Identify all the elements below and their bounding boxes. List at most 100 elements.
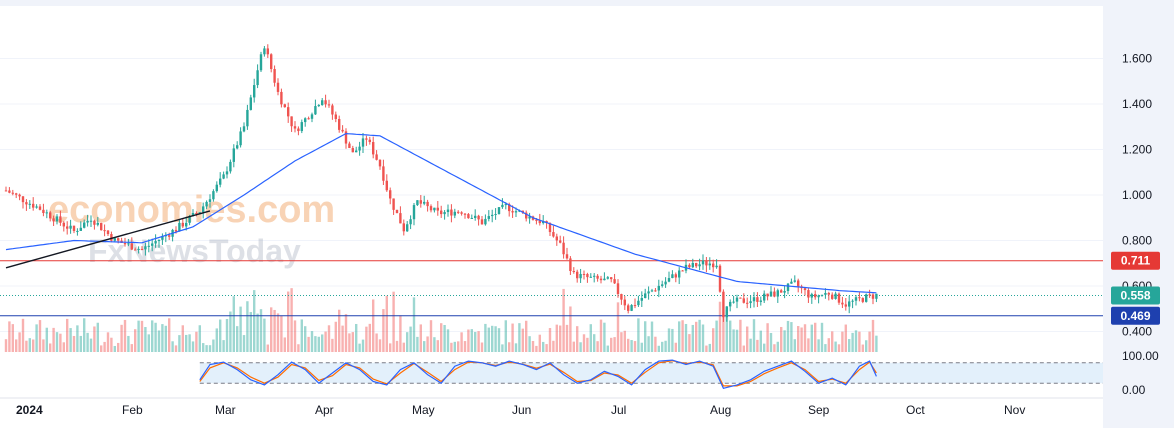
volume-bar (463, 341, 467, 352)
candle-body (749, 301, 752, 304)
candle-body (528, 216, 531, 219)
candle-body (644, 293, 647, 299)
volume-bar (780, 326, 783, 352)
oscillator-band (199, 362, 1104, 384)
candle-body (701, 260, 705, 265)
volume-bar (21, 318, 25, 352)
time-tick-label: Nov (1004, 403, 1025, 417)
candle-body (361, 138, 365, 147)
volume-bar (538, 334, 541, 352)
candle-body (446, 209, 450, 213)
candle-body (246, 109, 249, 127)
time-tick-label: Sep (808, 403, 830, 417)
candle-body (331, 105, 334, 115)
price-tick-label: 1.000 (1122, 188, 1152, 202)
volume-bar (440, 323, 443, 352)
candle-body (463, 213, 467, 215)
candle-body (416, 200, 419, 206)
candle-body (55, 216, 59, 222)
trendline[interactable] (5, 210, 211, 269)
candle-body (810, 294, 813, 298)
volume-bar (76, 325, 79, 352)
volume-bar (837, 344, 841, 352)
volume-bar (103, 341, 106, 352)
volume-bar (701, 324, 705, 352)
candle-body (423, 201, 426, 204)
volume-bar (844, 324, 847, 352)
candle-body (256, 70, 259, 86)
candle-body (154, 241, 157, 244)
candle-body (25, 202, 28, 205)
candle-body (786, 283, 790, 291)
volume-bar (569, 306, 572, 352)
candle-body (695, 262, 698, 267)
volume-bar (110, 337, 113, 352)
volume-bar (732, 329, 735, 352)
candle-body (603, 278, 606, 281)
volume-bar (62, 342, 65, 352)
price-axis[interactable]: 1.6001.4001.2001.0000.8000.6000.400100.0… (1122, 52, 1159, 398)
volume-bar (266, 344, 269, 352)
candle-body (542, 221, 545, 224)
time-axis[interactable]: 2024 Feb Mar Apr May Jun Jul Aug Sep Oct Nov (16, 403, 1025, 417)
volume-bar (276, 313, 280, 352)
volume-bar (769, 332, 773, 352)
volume-bar (712, 328, 715, 352)
volume-bar (606, 345, 609, 352)
candle-body (742, 298, 745, 303)
candle-body (725, 306, 728, 318)
volume-bar (144, 327, 147, 352)
volume-bar (236, 326, 239, 352)
candle-body (562, 242, 565, 255)
volume-bar (678, 321, 681, 352)
candle-body (205, 201, 208, 207)
volume-bar (93, 326, 96, 352)
resistance-badge-label: 0.711 (1121, 254, 1151, 268)
volume-bar (613, 337, 616, 352)
volume-bar (810, 324, 813, 352)
candle-body (681, 270, 684, 272)
volume-bar (96, 322, 99, 352)
volume-bar (831, 331, 834, 352)
volume-bar (426, 336, 429, 352)
volume-bar (548, 328, 552, 352)
volume-bar (348, 333, 351, 352)
candle-body (106, 230, 110, 235)
candle-body (157, 239, 161, 242)
candle-body (137, 248, 140, 250)
volume-bar (113, 345, 116, 352)
volume-bar (259, 309, 263, 352)
volume-bar (586, 337, 589, 352)
volume-bar (212, 339, 215, 352)
volume-bar (742, 345, 745, 352)
volume-bar (661, 341, 664, 352)
volume-bar (674, 342, 677, 352)
candle-body (297, 128, 300, 132)
volume-bar (178, 335, 181, 352)
candle-body (565, 254, 569, 259)
price-scale-background (1103, 0, 1174, 428)
trendline-segment (5, 210, 211, 269)
candle-body (647, 291, 650, 294)
volume-bar (824, 344, 827, 352)
volume-bar (610, 337, 613, 352)
support-badge-label: 0.469 (1120, 309, 1150, 323)
candle-body (569, 258, 572, 272)
volume-bar (164, 325, 167, 352)
candle-body (623, 299, 626, 306)
volume-bar (69, 328, 72, 352)
volume-bar (562, 288, 565, 352)
volume-bar (875, 335, 878, 352)
price-tick-label: 1.200 (1122, 143, 1152, 157)
price-tick-label: 1.600 (1122, 52, 1152, 66)
volume-bar (55, 332, 59, 352)
candle-body (69, 225, 72, 229)
volume-bar (684, 323, 688, 352)
volume-bar (735, 329, 739, 352)
volume-bar (208, 345, 212, 352)
volume-bar (783, 330, 786, 352)
candle-body (637, 300, 640, 306)
volume-bar (616, 302, 620, 352)
